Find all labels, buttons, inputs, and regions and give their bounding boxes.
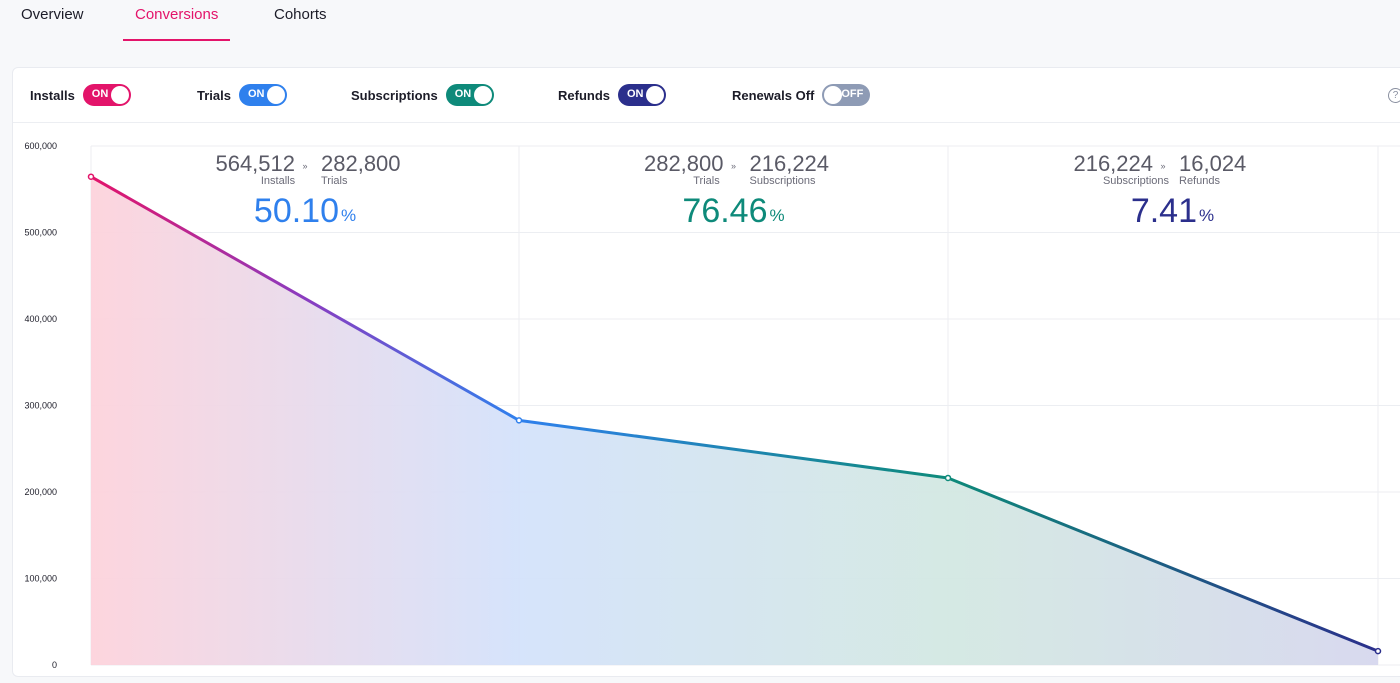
- active-tab-indicator: [123, 39, 230, 41]
- percent-sign: %: [1199, 206, 1214, 225]
- from-label: Trials: [693, 175, 720, 187]
- switch-knob: [824, 86, 843, 104]
- switch-knob: [110, 86, 129, 104]
- toggle-trials: Trials ON: [197, 84, 287, 106]
- conversion-chart: 0 100,000 200,000 300,000 400,000 500,000 600,…: [24, 141, 1400, 670]
- trials-switch[interactable]: ON: [238, 84, 287, 106]
- y-tick-label: 400,000: [24, 314, 57, 324]
- question-circle-icon[interactable]: ?: [1388, 88, 1400, 103]
- conversion-rate: 50.10: [254, 192, 339, 230]
- y-tick-label: 500,000: [24, 228, 57, 238]
- toggle-refunds: Refunds ON: [558, 84, 666, 106]
- from-value: 282,800: [644, 151, 724, 176]
- series-line-segment: [946, 476, 1380, 653]
- to-label: Subscriptions: [750, 175, 817, 187]
- data-point: [515, 417, 523, 424]
- y-tick-label: 100,000: [24, 574, 57, 584]
- switch-knob: [266, 86, 285, 104]
- from-label: Subscriptions: [1103, 175, 1170, 187]
- percent-sign: %: [770, 206, 785, 225]
- toggle-label-installs: Installs: [30, 87, 75, 103]
- toggle-label-refunds: Refunds: [558, 87, 610, 103]
- y-tick-label: 200,000: [24, 487, 57, 497]
- to-label: Trials: [321, 175, 348, 187]
- tab-cohorts[interactable]: Cohorts: [274, 6, 327, 23]
- switch-state: ON: [91, 88, 109, 100]
- toggle-label-subscriptions: Subscriptions: [351, 87, 438, 103]
- renewals-switch[interactable]: OFF: [822, 84, 871, 106]
- switch-state: OFF: [841, 88, 864, 100]
- toggle-label-renewals: Renewals Off: [732, 87, 815, 103]
- y-axis: 0 100,000 200,000 300,000 400,000 500,000 600,…: [24, 141, 57, 670]
- y-tick-label: 300,000: [24, 401, 57, 411]
- series-line-segment: [517, 418, 950, 480]
- data-point: [87, 173, 95, 180]
- percent-sign: %: [341, 206, 356, 225]
- tab-overview[interactable]: Overview: [21, 6, 84, 23]
- data-point: [944, 474, 952, 482]
- to-value: 216,224: [750, 151, 830, 176]
- to-label: Refunds: [1179, 175, 1220, 187]
- chevron-right-icon: »: [302, 161, 307, 171]
- chevron-right-icon: »: [731, 161, 736, 171]
- toggle-renewals: Renewals Off OFF: [732, 84, 871, 106]
- switch-state: ON: [247, 88, 265, 100]
- switch-state: ON: [627, 88, 644, 100]
- data-point: [1374, 647, 1382, 655]
- installs-switch[interactable]: ON: [82, 84, 131, 106]
- area-fill: [91, 176, 1378, 665]
- conversion-rate: 7.41: [1131, 192, 1197, 230]
- from-label: Installs: [261, 175, 296, 187]
- from-value: 216,224: [1073, 151, 1153, 176]
- series-line-segment: [89, 175, 521, 422]
- conversion-rate: 76.46: [682, 192, 767, 230]
- switch-state: ON: [454, 88, 472, 100]
- from-value: 564,512: [215, 151, 295, 176]
- to-value: 16,024: [1179, 151, 1246, 176]
- to-value: 282,800: [321, 151, 401, 176]
- y-tick-label: 600,000: [24, 141, 57, 151]
- subscriptions-switch[interactable]: ON: [445, 84, 494, 106]
- toggle-subscriptions: Subscriptions ON: [351, 84, 494, 106]
- toggle-row: Installs ON Trials ON Subscriptions ON R…: [13, 68, 1400, 123]
- chart-area-layer: [87, 173, 1382, 665]
- toggle-installs: Installs ON: [30, 84, 131, 106]
- conversions-card: Installs ON Trials ON Subscriptions ON R…: [12, 67, 1400, 677]
- switch-knob: [646, 86, 664, 104]
- y-tick-label: 0: [52, 660, 57, 670]
- switch-knob: [473, 86, 492, 104]
- toggle-label-trials: Trials: [197, 87, 231, 103]
- chevron-right-icon: »: [1160, 161, 1165, 171]
- refunds-switch[interactable]: ON: [618, 84, 666, 106]
- tab-conversions[interactable]: Conversions: [135, 6, 219, 23]
- tab-bar: Overview Conversions Cohorts: [0, 0, 1400, 42]
